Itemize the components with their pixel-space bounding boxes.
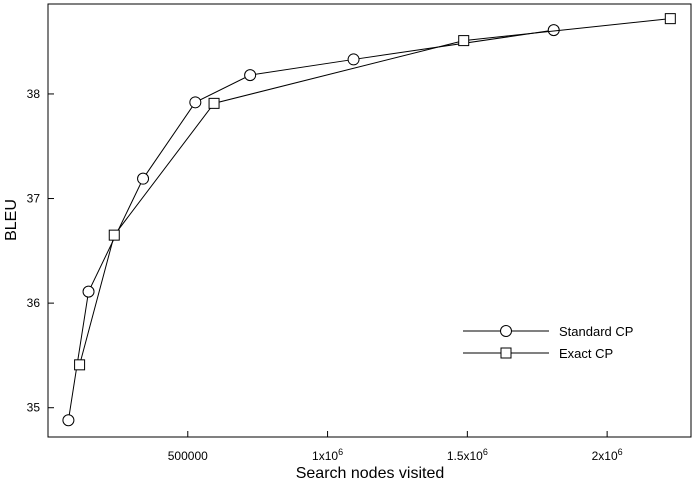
y-tick-label: 38 bbox=[27, 87, 41, 101]
legend-label-standard-cp: Standard CP bbox=[559, 324, 633, 339]
data-point-standard-cp bbox=[244, 69, 257, 82]
data-point-exact-cp bbox=[74, 359, 86, 371]
series-layer bbox=[62, 13, 676, 427]
data-point-standard-cp bbox=[82, 285, 95, 298]
y-tick-label: 36 bbox=[27, 296, 41, 310]
data-point-standard-cp bbox=[137, 172, 150, 185]
x-tick-label: 500000 bbox=[168, 449, 208, 463]
data-point-exact-cp bbox=[208, 97, 220, 109]
data-point-standard-cp bbox=[347, 53, 360, 66]
legend-marker-standard-cp bbox=[500, 325, 512, 337]
data-point-exact-cp bbox=[458, 35, 470, 47]
x-axis-title: Search nodes visited bbox=[296, 465, 445, 482]
x-tick-label: 1x106 bbox=[312, 447, 343, 463]
axis-ticks: 500000 1x106 1.5x106 2x106 35 36 37 38 bbox=[27, 87, 623, 463]
y-axis-title: BLEU bbox=[3, 199, 20, 241]
series-line-exact-cp bbox=[79, 18, 671, 365]
y-tick-label: 35 bbox=[27, 401, 41, 415]
legend-label-exact-cp: Exact CP bbox=[559, 346, 613, 361]
x-tick-label: 1.5x106 bbox=[447, 447, 488, 463]
series-standard-cp bbox=[62, 24, 560, 427]
series-exact-cp bbox=[74, 13, 676, 371]
data-point-standard-cp bbox=[189, 96, 202, 109]
legend-marker-exact-cp bbox=[500, 347, 512, 359]
y-tick-label: 37 bbox=[27, 192, 41, 206]
data-point-exact-cp bbox=[664, 13, 676, 25]
data-point-standard-cp bbox=[62, 414, 75, 427]
series-line-standard-cp bbox=[67, 29, 554, 421]
data-point-exact-cp bbox=[108, 229, 120, 241]
plot-frame bbox=[47, 3, 692, 438]
legend: Standard CP Exact CP bbox=[463, 324, 633, 361]
x-tick-label: 2x106 bbox=[592, 447, 623, 463]
